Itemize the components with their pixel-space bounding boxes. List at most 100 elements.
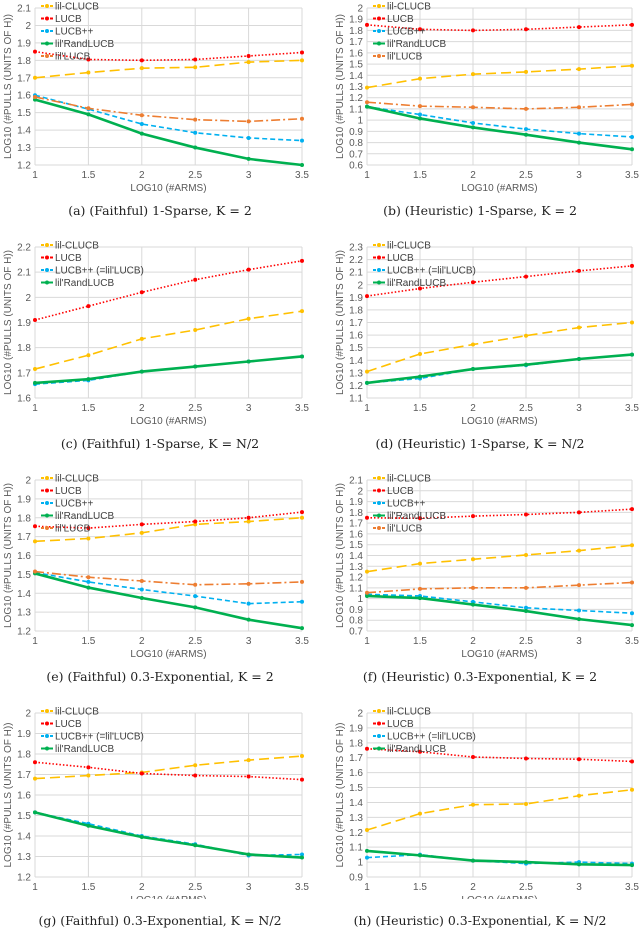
y-tick-label: 1.5 [17,108,31,119]
legend-label: lil-CLUCB [387,2,431,13]
legend-label: lil-CLUCB [55,474,99,485]
data-point [86,112,91,117]
legend-label: lil'LUCB [387,524,423,535]
data-point [193,117,198,122]
legend-marker [377,255,381,260]
y-tick-label: 1.4 [17,832,31,843]
data-point [300,579,304,584]
x-tick-label: 3 [246,882,252,893]
data-point [418,586,422,591]
legend-label: LUCB++ (=lil'LUCB) [387,266,476,277]
x-tick-label: 1.5 [81,636,95,647]
x-axis-label: LOG10 (#ARMS) [461,895,537,899]
data-point [577,268,581,273]
legend-label: lil'LUCB [55,524,91,535]
legend-marker [45,268,49,272]
data-point [193,65,198,70]
y-tick-label: 1.5 [349,343,363,354]
y-tick-label: 1.5 [17,811,31,822]
x-tick-label: 1.5 [81,403,95,414]
data-point [365,746,369,751]
y-tick-label: 1.7 [349,519,363,530]
data-point [86,575,91,580]
legend-label: lil'RandLUCB [387,511,446,522]
y-tick-label: 2.1 [17,268,31,279]
y-tick-label: 1 [357,858,363,869]
x-tick-label: 1.5 [413,882,427,893]
legend-marker [377,526,381,530]
data-point [365,569,369,574]
y-tick-label: 2 [357,4,363,15]
y-tick-label: 1.4 [349,71,363,82]
data-point [418,286,422,291]
data-point [577,608,581,613]
y-tick-label: 1.9 [349,497,363,508]
data-point [471,367,475,372]
x-tick-label: 3 [576,403,582,414]
data-point [418,561,422,566]
series-line [366,24,633,32]
y-tick-label: 0.8 [349,616,363,627]
data-point [33,810,37,815]
x-axis-label: LOG10 (#ARMS) [461,649,537,660]
legend-label: lil-CLUCB [387,474,431,485]
chart-caption: (e) (Faithful) 0.3-Exponential, K = 2 [46,669,274,684]
y-tick-label: 1.9 [17,38,31,49]
data-point [471,280,475,285]
data-point [524,127,528,132]
x-tick-label: 1 [32,882,38,893]
chart-panel: 1.1 1.2 1.3 1.4 1.5 1.6 1.7 1.8 1.9 2 2.1 2.2 2.3 1 1.… [320,233,640,465]
data-point [193,145,198,150]
x-tick-label: 3.5 [625,636,639,647]
x-tick-label: 2 [470,882,476,893]
data-point [246,774,251,779]
data-point [33,49,37,54]
y-tick-label: 1.9 [349,723,363,734]
legend-marker [377,746,381,751]
y-tick-label: 0.9 [349,127,363,138]
data-point [577,325,581,330]
legend-label: LUCB [55,486,82,497]
data-point [246,519,251,524]
x-axis-label: LOG10 (#ARMS) [130,895,206,899]
data-point [86,765,91,770]
chart-caption: (g) (Faithful) 0.3-Exponential, K = N/2 [38,913,282,928]
data-point [418,516,422,521]
chart-caption: (f) (Heuristic) 0.3-Exponential, K = 2 [362,669,598,684]
y-tick-label: 1.8 [349,305,363,316]
data-point [630,611,634,616]
data-point [365,593,369,598]
data-point [246,267,251,272]
chart-panel: 0.9 1 1.1 1.2 1.3 1.4 1.5 1.6 1.7 1.8 1.9 2 1 1.5 2 2.5… [320,699,640,931]
data-point [577,793,581,798]
x-tick-label: 2.5 [188,170,202,181]
y-axis-label: LOG10 (#PULLS (UNITS OF H)) [335,722,346,867]
legend-marker [45,280,49,285]
data-point [300,354,304,359]
data-point [300,510,304,515]
data-point [577,757,581,762]
y-tick-label: 1.2 [17,627,31,638]
legend-label: LUCB++ [387,27,426,38]
y-axis-label: LOG10 (#PULLS (UNITS OF H)) [3,483,14,628]
series-line [366,321,633,373]
x-tick-label: 1.5 [81,170,95,181]
x-tick-label: 3.5 [295,403,309,414]
legend-label: lil'RandLUCB [387,278,446,289]
data-point [193,328,198,333]
data-point [86,536,91,541]
data-point [193,519,198,524]
data-point [365,380,369,385]
data-point [524,585,528,590]
data-point [471,72,475,77]
data-point [139,113,144,118]
data-point [300,852,304,857]
series-line [366,64,633,89]
y-tick-label: 2 [25,476,31,487]
y-tick-label: 2.1 [349,476,363,487]
series-line [34,572,303,630]
data-point [86,353,91,358]
data-point [577,617,581,622]
series-line [34,94,303,142]
line-chart: 0.70.80.911.11.21.31.41.51.61.71.81.922.… [335,474,639,661]
